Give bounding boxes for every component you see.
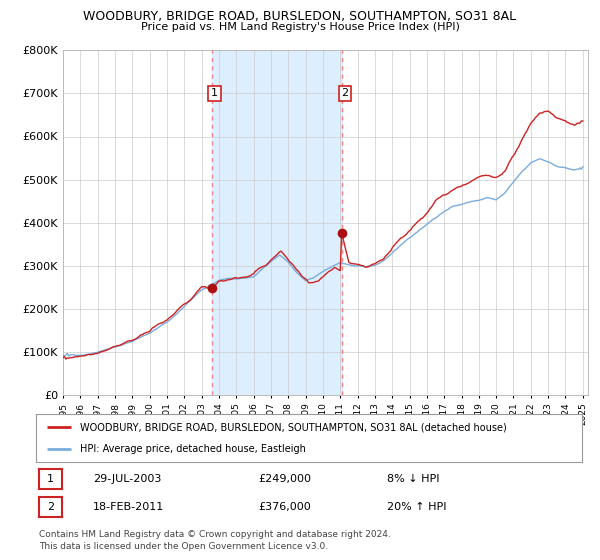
Text: £376,000: £376,000 [258,502,311,512]
Text: 1: 1 [47,474,54,484]
Text: Contains HM Land Registry data © Crown copyright and database right 2024.: Contains HM Land Registry data © Crown c… [39,530,391,539]
Text: WOODBURY, BRIDGE ROAD, BURSLEDON, SOUTHAMPTON, SO31 8AL (detached house): WOODBURY, BRIDGE ROAD, BURSLEDON, SOUTHA… [80,422,506,432]
Text: 2: 2 [47,502,54,512]
Text: 1: 1 [211,88,218,99]
Bar [212,50,343,395]
Text: 29-JUL-2003: 29-JUL-2003 [93,474,161,484]
Text: Price paid vs. HM Land Registry's House Price Index (HPI): Price paid vs. HM Land Registry's House … [140,22,460,32]
Text: This data is licensed under the Open Government Licence v3.0.: This data is licensed under the Open Gov… [39,542,328,550]
Text: 2: 2 [341,88,349,99]
Text: WOODBURY, BRIDGE ROAD, BURSLEDON, SOUTHAMPTON, SO31 8AL: WOODBURY, BRIDGE ROAD, BURSLEDON, SOUTHA… [83,10,517,23]
Text: 20% ↑ HPI: 20% ↑ HPI [387,502,446,512]
Text: 18-FEB-2011: 18-FEB-2011 [93,502,164,512]
Text: 8% ↓ HPI: 8% ↓ HPI [387,474,439,484]
Text: £249,000: £249,000 [258,474,311,484]
Text: HPI: Average price, detached house, Eastleigh: HPI: Average price, detached house, East… [80,444,305,454]
